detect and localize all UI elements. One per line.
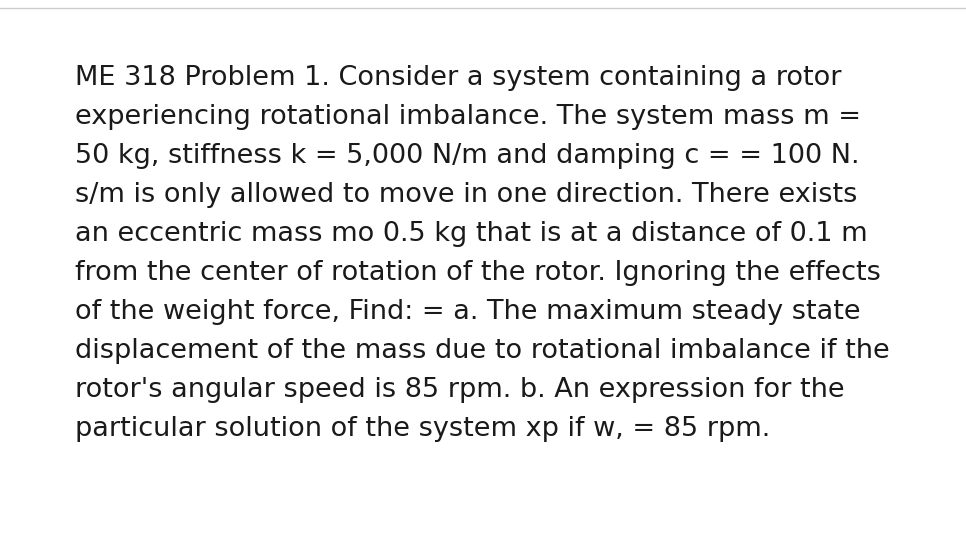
Text: ME 318 Problem 1. Consider a system containing a rotor
experiencing rotational i: ME 318 Problem 1. Consider a system cont…	[75, 65, 890, 442]
